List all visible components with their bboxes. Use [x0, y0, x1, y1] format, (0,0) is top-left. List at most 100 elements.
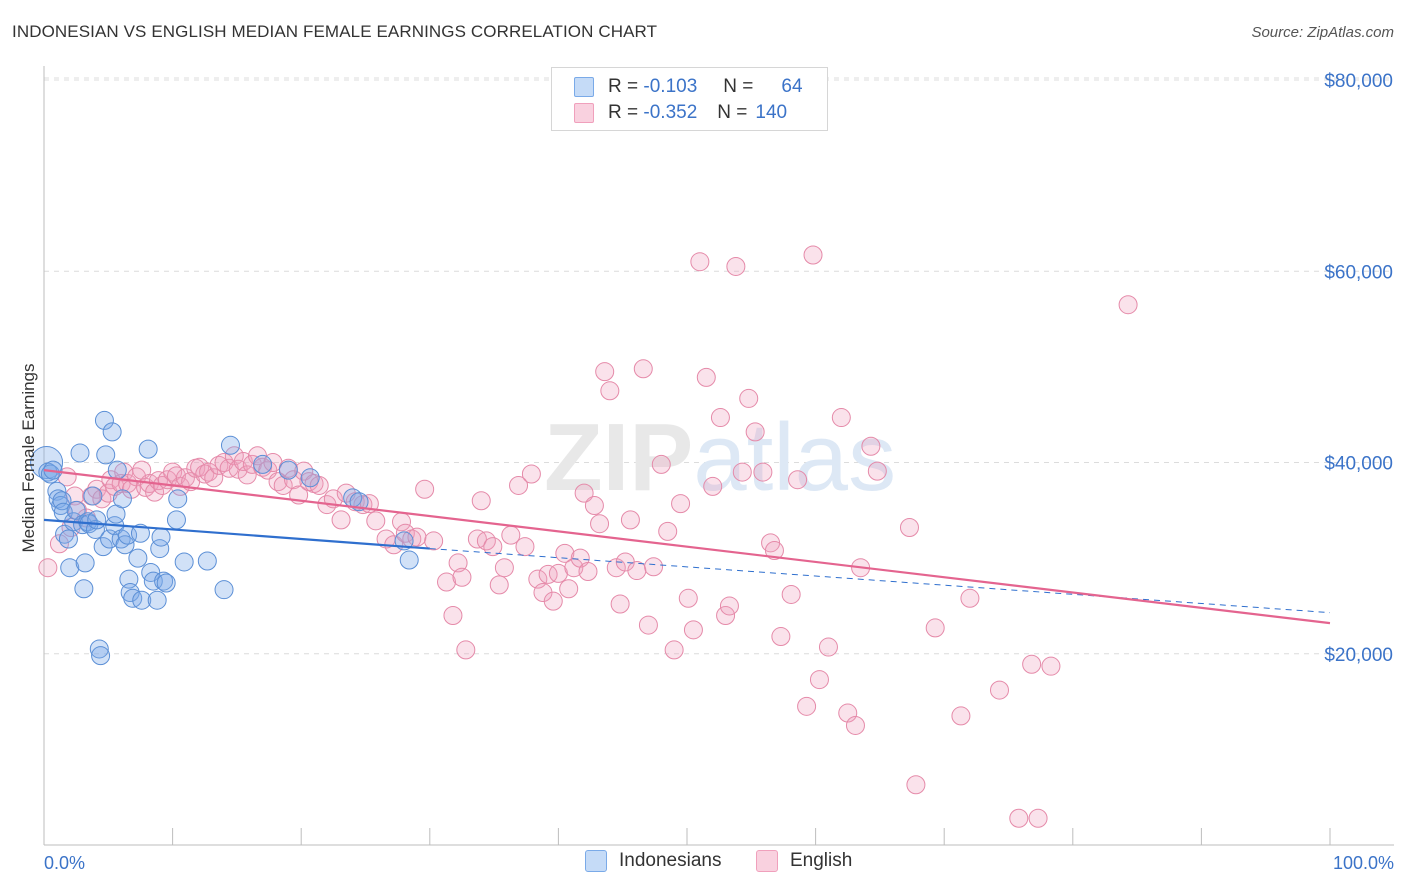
indonesian-point	[83, 486, 103, 506]
legend-r-value: -0.103	[643, 76, 698, 97]
english-point	[831, 408, 851, 428]
english-point	[424, 531, 444, 551]
english-point	[845, 715, 865, 735]
english-point	[494, 558, 514, 578]
english-point	[204, 468, 224, 488]
swatch-english	[756, 850, 778, 872]
english-point	[620, 510, 640, 530]
english-point	[716, 606, 736, 625]
indonesian-point	[87, 510, 107, 530]
english-point	[960, 588, 980, 608]
english-point	[696, 367, 716, 387]
english-point	[237, 465, 257, 485]
indonesian-point	[60, 558, 80, 578]
english-point	[1022, 654, 1042, 674]
english-point	[658, 521, 678, 541]
watermark: ZIPatlas	[544, 404, 896, 511]
english-point	[764, 540, 784, 560]
correlation-legend: R = -0.103 N = 64 R = -0.352 N = 140	[551, 67, 828, 131]
indonesian-point	[70, 443, 90, 463]
english-point	[732, 462, 752, 482]
english-trend-line	[43, 469, 1331, 625]
x-tick-label-min: 0.0%	[44, 853, 85, 873]
english-point	[753, 462, 773, 482]
indonesian-point	[94, 410, 114, 430]
legend-n-value: 64	[781, 76, 803, 97]
english-point	[664, 640, 684, 660]
english-point	[538, 564, 558, 584]
indonesian-point	[197, 551, 217, 571]
series-label-indonesians: Indonesians	[619, 850, 722, 871]
legend-n-label: N =	[717, 102, 748, 123]
english-point	[671, 494, 691, 514]
english-point	[415, 479, 435, 499]
indonesian-point	[74, 579, 94, 599]
indonesian-point	[174, 552, 194, 572]
indonesian-point	[168, 489, 188, 509]
english-point	[199, 462, 219, 482]
indonesian-point	[93, 537, 113, 557]
english-point	[190, 457, 210, 477]
english-point	[521, 464, 541, 484]
english-point	[49, 534, 69, 554]
english-point	[606, 558, 626, 578]
english-point	[788, 470, 808, 490]
english-point	[610, 594, 630, 614]
english-point	[590, 514, 610, 534]
english-point	[951, 706, 971, 726]
indonesian-point	[107, 460, 127, 480]
indonesian-point	[166, 510, 186, 530]
english-point	[273, 475, 293, 495]
english-point	[719, 596, 739, 616]
indonesian-point	[91, 646, 111, 666]
english-point	[925, 618, 945, 638]
indonesian-point	[102, 422, 122, 442]
legend-swatch-english	[574, 103, 594, 123]
english-point	[739, 388, 759, 408]
english-point	[437, 572, 457, 592]
indonesian-point	[156, 573, 176, 593]
english-point	[471, 491, 491, 511]
english-point	[1009, 808, 1029, 828]
english-point	[452, 567, 472, 587]
chart-source: Source: ZipAtlas.com	[1251, 24, 1394, 41]
english-point	[726, 256, 746, 276]
english-point	[899, 518, 919, 538]
english-point	[818, 637, 838, 657]
indonesian-point	[75, 553, 95, 573]
english-point	[489, 575, 509, 595]
english-point	[578, 562, 598, 582]
legend-row-indonesians: R = -0.103 N = 64	[574, 75, 803, 99]
english-point	[906, 775, 926, 795]
english-point	[797, 696, 817, 716]
indonesian-point	[151, 527, 171, 547]
indonesian-point	[47, 481, 67, 501]
english-point	[1118, 295, 1138, 315]
english-point	[543, 591, 563, 611]
english-points	[38, 245, 1138, 828]
english-point	[509, 475, 529, 495]
english-point	[809, 670, 829, 690]
english-point	[595, 362, 615, 382]
english-point	[627, 561, 647, 581]
indonesian-point	[138, 439, 158, 459]
english-point	[600, 381, 620, 401]
axes	[43, 66, 1394, 846]
series-legend-indonesians: Indonesians	[585, 850, 721, 872]
english-point	[331, 510, 351, 530]
indonesian-point	[96, 445, 116, 465]
y-axis-label: Median Female Earnings	[19, 364, 38, 553]
english-point	[644, 557, 664, 577]
english-point	[633, 359, 653, 379]
legend-swatch-indonesians	[574, 77, 594, 97]
indonesian-point	[300, 468, 320, 488]
trend-lines	[43, 469, 1331, 625]
indonesian-trend-line	[43, 518, 430, 550]
legend-n-label: N =	[723, 76, 754, 97]
chart-title: INDONESIAN VS ENGLISH MEDIAN FEMALE EARN…	[12, 22, 658, 41]
english-point	[710, 408, 730, 428]
y-tick-label: $40,000	[1324, 454, 1393, 475]
indonesian-point	[128, 548, 148, 568]
english-point	[771, 627, 791, 647]
x-tick-label-max: 100.0%	[1333, 853, 1394, 873]
